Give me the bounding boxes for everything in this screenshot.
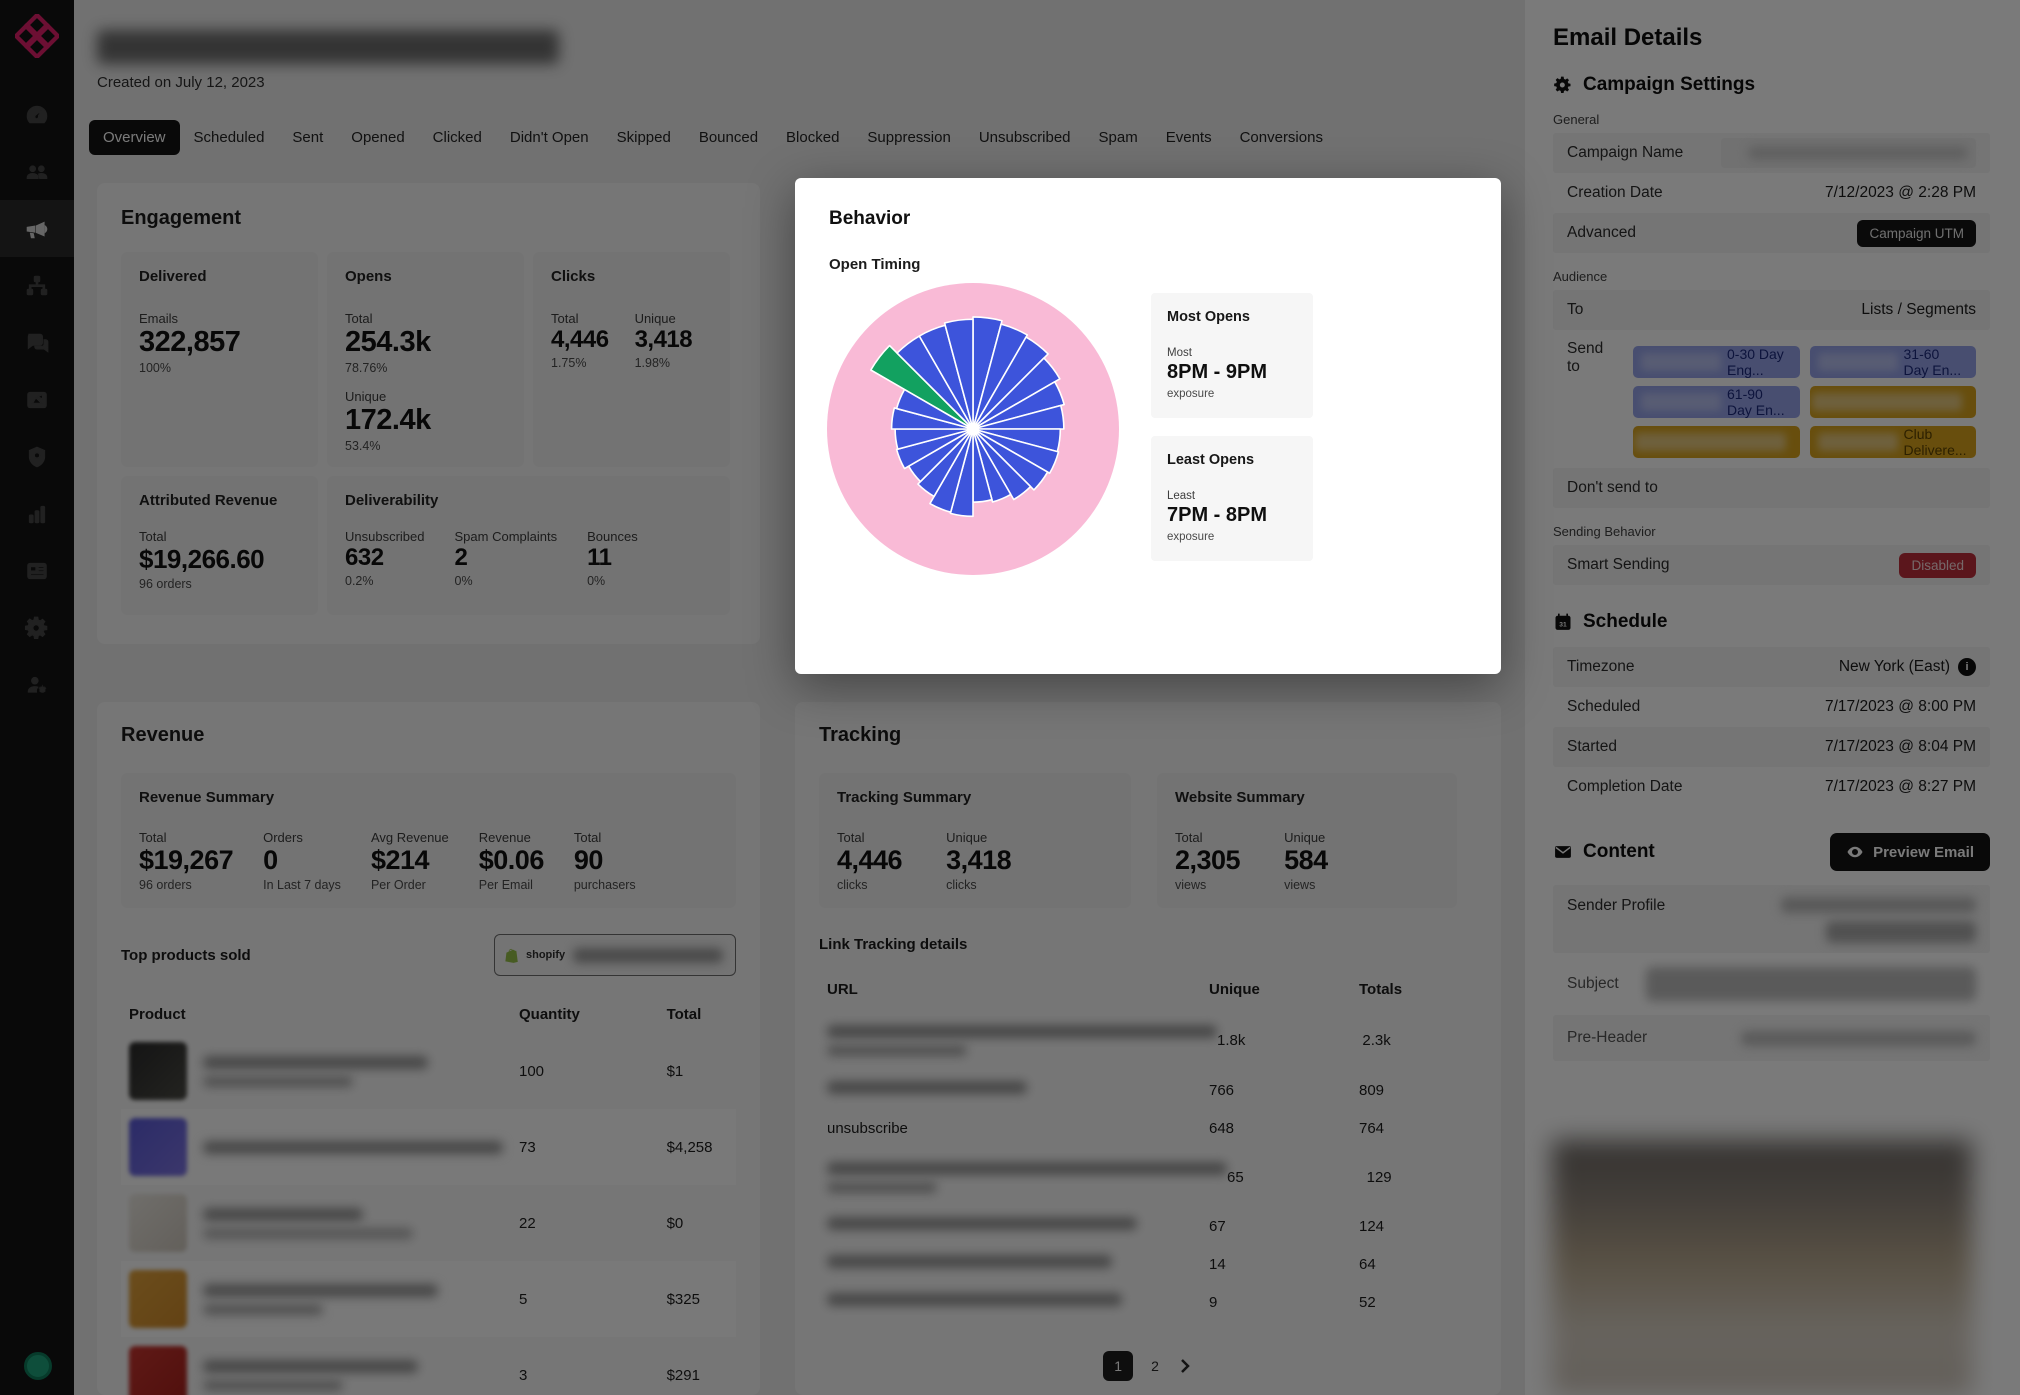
least-opens-sub: exposure	[1167, 531, 1215, 543]
least-opens-small: Least	[1167, 490, 1196, 502]
least-opens-title: Least Opens	[1167, 452, 1255, 468]
least-opens-value: 7PM - 8PM	[1167, 504, 1268, 526]
least-opens-card: Least Opens Least 7PM - 8PM exposure	[1151, 436, 1313, 561]
behavior-modal: Behavior Open Timing Most Opens Most 8PM…	[795, 178, 1501, 674]
open-timing-label: Open Timing	[829, 256, 921, 273]
most-opens-card: Most Opens Most 8PM - 9PM exposure	[1151, 293, 1313, 418]
most-opens-small: Most	[1167, 347, 1192, 359]
open-timing-rose-chart	[827, 283, 1119, 575]
most-opens-title: Most Opens	[1167, 309, 1250, 325]
most-opens-sub: exposure	[1167, 388, 1215, 400]
most-opens-value: 8PM - 9PM	[1167, 361, 1268, 383]
behavior-title: Behavior	[829, 208, 911, 229]
